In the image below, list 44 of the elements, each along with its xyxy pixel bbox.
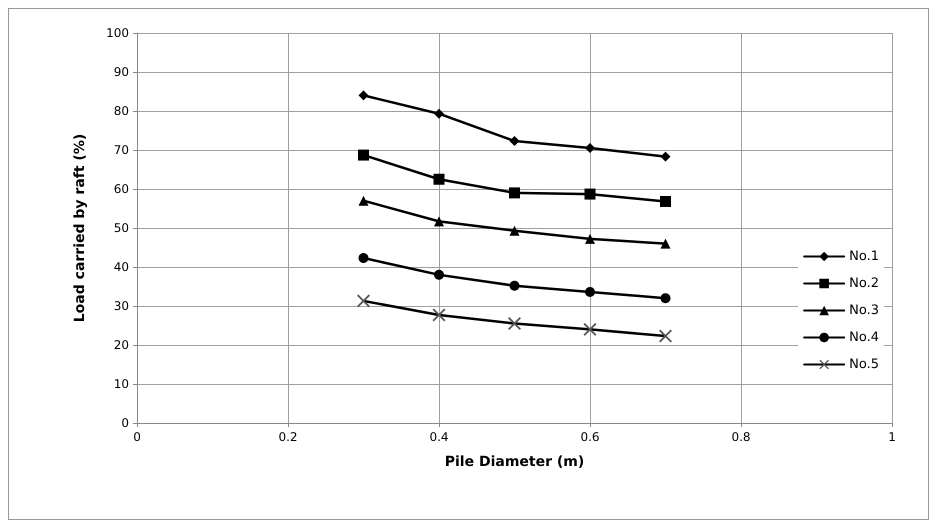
point — [434, 108, 444, 119]
point — [585, 286, 595, 297]
x-axis-title: Pile Diameter (m) — [444, 454, 584, 470]
point — [434, 216, 444, 226]
point — [434, 174, 444, 185]
y-tick-label: 60 — [114, 182, 129, 196]
y-tick-label: 30 — [114, 299, 129, 313]
point — [660, 196, 671, 207]
y-tick-label: 100 — [106, 26, 129, 40]
x-tick-label: 1 — [888, 430, 896, 444]
point — [358, 253, 368, 264]
legend-label: No.1 — [849, 249, 880, 264]
y-tick-label: 90 — [114, 65, 129, 79]
point — [358, 150, 369, 161]
point — [660, 293, 670, 304]
point — [358, 90, 368, 100]
legend-label: No.2 — [849, 276, 880, 291]
point — [585, 234, 595, 244]
point — [358, 196, 368, 206]
x-tick-label: 0.8 — [731, 430, 751, 444]
point — [434, 270, 444, 280]
point — [510, 136, 520, 146]
y-tick-label: 80 — [114, 104, 129, 118]
y-tick-label: 0 — [121, 416, 129, 430]
x-tick-label: 0 — [133, 430, 141, 444]
point — [660, 238, 670, 249]
y-axis-title: Load carried by raft (%) — [72, 134, 88, 322]
y-tick-label: 40 — [114, 260, 129, 274]
x-tick-label: 0.2 — [278, 430, 298, 444]
x-tick-label: 0.4 — [429, 430, 449, 444]
legend-label: No.5 — [849, 357, 880, 372]
point — [584, 188, 596, 200]
y-tick-label: 20 — [114, 338, 129, 352]
x-tick-label: 0.6 — [580, 430, 600, 444]
point — [509, 187, 520, 198]
legend-label: No.4 — [849, 330, 880, 345]
y-tick-label: 50 — [114, 221, 129, 235]
y-tick-label: 10 — [114, 377, 129, 391]
point — [510, 280, 520, 291]
point — [660, 152, 670, 162]
point — [585, 143, 595, 154]
legend-label: No.3 — [849, 303, 880, 318]
point — [510, 226, 520, 236]
y-tick-label: 70 — [114, 143, 129, 157]
